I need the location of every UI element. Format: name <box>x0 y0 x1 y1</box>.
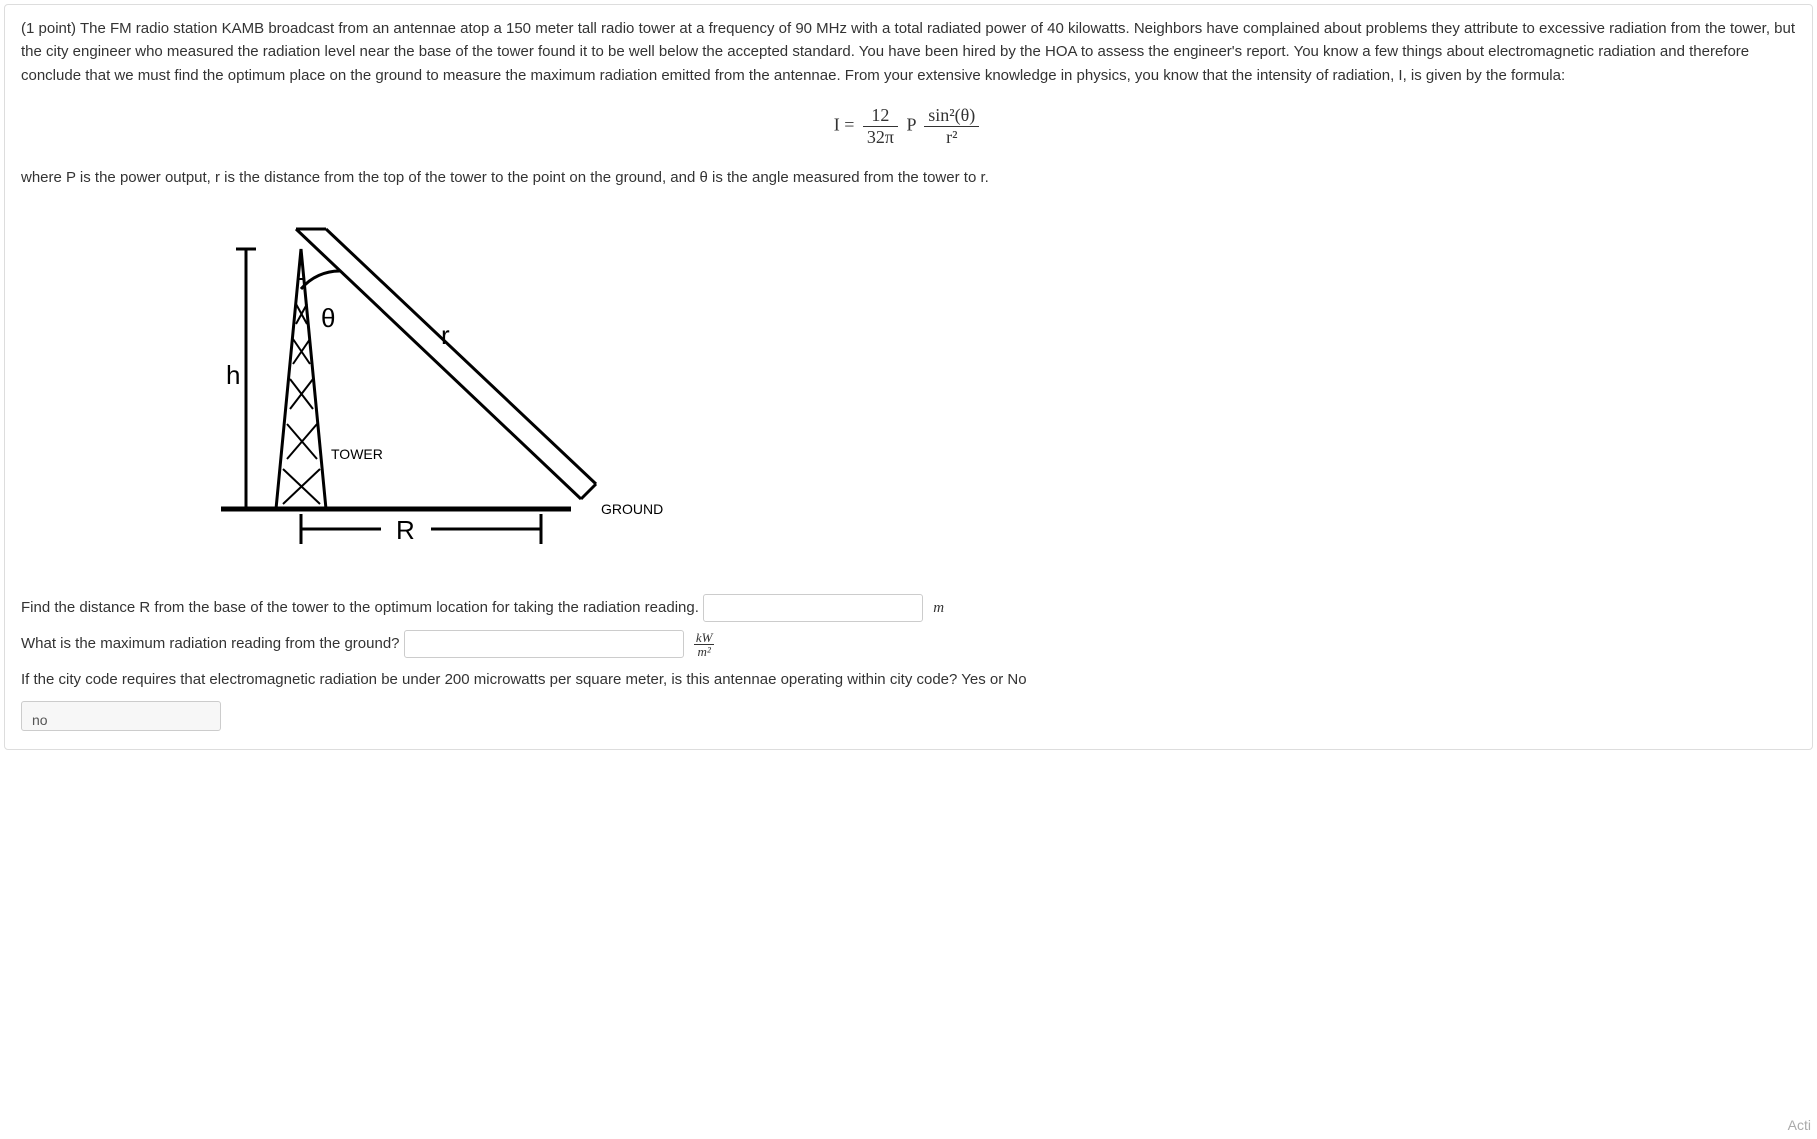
problem-panel: (1 point) The FM radio station KAMB broa… <box>4 4 1813 750</box>
diagram-ground-label: GROUND <box>601 501 663 517</box>
q3-text: If the city code requires that electroma… <box>21 671 1027 688</box>
intensity-formula: I = 12 32π P sin²(θ) r² <box>21 105 1796 148</box>
q2-answer-input[interactable] <box>404 630 684 658</box>
q2-unit: kW m² <box>694 636 715 652</box>
formula-trig: sin²(θ) r² <box>924 105 979 148</box>
q1-text: Find the distance R from the base of the… <box>21 599 699 616</box>
q1-answer-input[interactable] <box>703 594 923 622</box>
tower-diagram: h TOWER r θ <box>201 209 1796 573</box>
intro-text: The FM radio station KAMB broadcast from… <box>21 20 1795 84</box>
question-1: Find the distance R from the base of the… <box>21 593 1796 623</box>
diagram-h-label: h <box>226 360 240 390</box>
diagram-theta-label: θ <box>321 303 335 333</box>
diagram-R-label: R <box>396 515 415 545</box>
question-2: What is the maximum radiation reading fr… <box>21 629 1796 659</box>
points-label: (1 point) <box>21 20 76 37</box>
question-3-answer-row: no <box>21 701 1796 731</box>
activation-watermark: Acti <box>1788 1117 1811 1133</box>
diagram-svg: h TOWER r θ <box>201 209 681 569</box>
diagram-tower-label: TOWER <box>331 446 383 462</box>
q1-unit: m <box>933 600 944 616</box>
formula-lhs: I <box>834 114 840 134</box>
formula-P: P <box>906 114 915 134</box>
problem-intro: (1 point) The FM radio station KAMB broa… <box>21 17 1796 87</box>
q3-answer-input[interactable]: no <box>21 701 221 731</box>
q2-text: What is the maximum radiation reading fr… <box>21 635 400 652</box>
where-clause: where P is the power output, r is the di… <box>21 166 1796 189</box>
formula-coef: 12 32π <box>863 105 898 148</box>
diagram-r-label: r <box>441 320 450 350</box>
question-3: If the city code requires that electroma… <box>21 665 1796 695</box>
